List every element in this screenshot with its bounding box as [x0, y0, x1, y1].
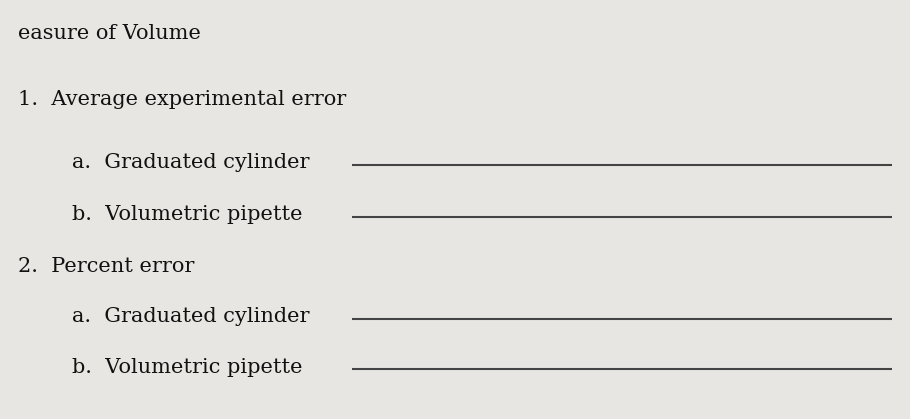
- Text: a.  Graduated cylinder: a. Graduated cylinder: [72, 153, 309, 172]
- Text: b.  Volumetric pipette: b. Volumetric pipette: [72, 205, 302, 224]
- Text: 1.  Average experimental error: 1. Average experimental error: [18, 90, 347, 109]
- Text: easure of Volume: easure of Volume: [18, 24, 201, 43]
- Text: b.  Volumetric pipette: b. Volumetric pipette: [72, 357, 302, 377]
- Text: 2.  Percent error: 2. Percent error: [18, 257, 195, 277]
- Text: a.  Graduated cylinder: a. Graduated cylinder: [72, 308, 309, 326]
